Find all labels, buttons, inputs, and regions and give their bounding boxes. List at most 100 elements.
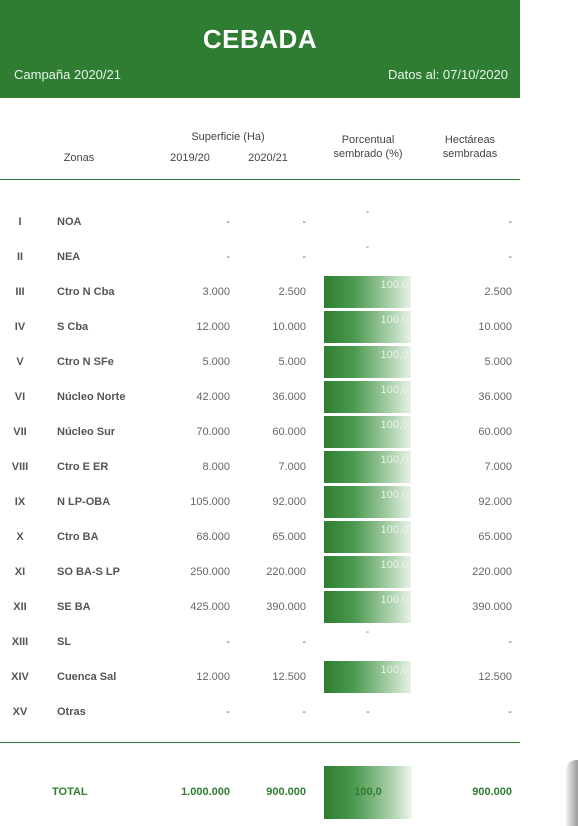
surface-2020: -	[302, 636, 306, 648]
page-title: CEBADA	[202, 24, 318, 54]
zone-number: IV	[14, 321, 26, 333]
zone-number: VI	[14, 391, 26, 403]
zone-name: Ctro N Cba	[57, 286, 115, 298]
hectares-sown: 5.000	[484, 356, 512, 368]
zone-number: XV	[12, 706, 28, 718]
percent-bar	[324, 276, 411, 308]
zone-name: Ctro N SFe	[57, 356, 114, 368]
porcentual-header-line2: sembrado (%)	[333, 148, 403, 160]
surface-2019: 425.000	[190, 601, 230, 613]
percent-bar	[324, 521, 411, 553]
total-percent-bar	[324, 766, 412, 819]
surface-2019: 42.000	[196, 391, 230, 403]
zone-name: NOA	[57, 216, 82, 228]
surface-2019: -	[226, 706, 230, 718]
percent-value: -	[365, 241, 370, 253]
surface-2019: -	[226, 216, 230, 228]
zone-name: Ctro BA	[57, 531, 99, 543]
percent-bar	[324, 591, 411, 623]
zone-name: Ctro E ER	[57, 461, 109, 473]
zone-number: VII	[13, 426, 27, 438]
total-percent: 100,0	[354, 786, 382, 798]
hectares-sown: 10.000	[478, 321, 512, 333]
table-row: XIV Cuenca Sal 12.000 12.500 100,0 12.500	[0, 660, 520, 694]
surface-2019: 12.000	[196, 671, 230, 683]
year-2020-header: 2020/21	[248, 152, 288, 164]
hectares-sown: 220.000	[472, 566, 512, 578]
table-row: I NOA - - - -	[0, 205, 520, 239]
table-row: VI Núcleo Norte 42.000 36.000 100,0 36.000	[0, 380, 520, 414]
surface-2020: 36.000	[272, 391, 306, 403]
zone-number: XII	[13, 601, 27, 613]
zone-number: IX	[14, 496, 26, 508]
table-row: X Ctro BA 68.000 65.000 100,0 65.000	[0, 520, 520, 554]
zone-number: X	[16, 531, 24, 543]
superficie-header: Superficie (Ha)	[191, 131, 265, 143]
surface-2020: 7.000	[278, 461, 306, 473]
zone-name: N LP-OBA	[57, 496, 111, 508]
hectares-sown: 92.000	[478, 496, 512, 508]
hectares-sown: -	[508, 636, 512, 648]
zone-name: Otras	[57, 706, 86, 718]
table-row: XIII SL - - - -	[0, 625, 520, 659]
zone-number: VIII	[11, 461, 29, 473]
surface-2019: 12.000	[196, 321, 230, 333]
porcentual-header-line1: Porcentual	[341, 134, 395, 146]
zone-number: III	[15, 286, 25, 298]
surface-2019: 250.000	[190, 566, 230, 578]
zone-name: NEA	[57, 251, 81, 263]
table-row: XI SO BA-S LP 250.000 220.000 100,0 220.000	[0, 555, 520, 589]
zone-name: Cuenca Sal	[57, 671, 117, 683]
percent-value: -	[365, 626, 370, 638]
percent-value: 100,0	[380, 384, 408, 396]
percent-bar	[324, 486, 411, 518]
surface-2020: 60.000	[272, 426, 306, 438]
header-banner: CEBADA Campaña 2020/21 Datos al: 07/10/2…	[0, 0, 520, 98]
surface-2020: -	[302, 706, 306, 718]
zone-name: Núcleo Norte	[57, 391, 126, 403]
campaign-label: Campaña 2020/21	[14, 67, 121, 82]
zone-number: XIII	[11, 636, 29, 648]
table-row: XII SE BA 425.000 390.000 100,0 390.000	[0, 590, 520, 624]
total-2019: 1.000.000	[181, 786, 230, 798]
percent-value: 100,0	[380, 489, 408, 501]
surface-2020: 390.000	[266, 601, 306, 613]
surface-2020: 5.000	[278, 356, 306, 368]
surface-2019: 8.000	[202, 461, 230, 473]
surface-2019: -	[226, 251, 230, 263]
surface-2020: 12.500	[272, 671, 306, 683]
data-date-label: Datos al: 07/10/2020	[388, 67, 508, 82]
percent-value: 100,0	[380, 349, 408, 361]
total-row: TOTAL 1.000.000 900.000 100,0 900.000	[0, 766, 520, 820]
table-row: IV S Cba 12.000 10.000 100,0 10.000	[0, 310, 520, 344]
percent-value: 100,0	[380, 559, 408, 571]
percent-value: 100,0	[380, 314, 408, 326]
table-row: III Ctro N Cba 3.000 2.500 100,0 2.500	[0, 275, 520, 309]
zone-name: S Cba	[57, 321, 89, 333]
surface-2019: -	[226, 636, 230, 648]
percent-value: 100,0	[380, 454, 408, 466]
table-row: II NEA - - - -	[0, 240, 520, 274]
hectares-sown: 65.000	[478, 531, 512, 543]
zone-name: Núcleo Sur	[57, 426, 116, 438]
zone-number: II	[16, 251, 24, 263]
percent-bar	[324, 661, 411, 693]
percent-value: 100,0	[380, 594, 408, 606]
surface-2019: 70.000	[196, 426, 230, 438]
hectares-sown: 36.000	[478, 391, 512, 403]
percent-value: 100,0	[380, 524, 408, 536]
zone-number: I	[18, 216, 22, 228]
surface-2020: 92.000	[272, 496, 306, 508]
hectares-sown: 60.000	[478, 426, 512, 438]
percent-value: -	[365, 206, 370, 218]
surface-2019: 105.000	[190, 496, 230, 508]
hectares-sown: -	[508, 251, 512, 263]
percent-value: -	[366, 706, 370, 718]
table-row: V Ctro N SFe 5.000 5.000 100,0 5.000	[0, 345, 520, 379]
percent-value: 100,0	[380, 664, 408, 676]
total-divider	[0, 742, 520, 743]
zone-name: SO BA-S LP	[57, 566, 120, 578]
percent-value: 100,0	[380, 279, 408, 291]
hectares-sown: -	[508, 706, 512, 718]
total-label: TOTAL	[52, 786, 88, 798]
